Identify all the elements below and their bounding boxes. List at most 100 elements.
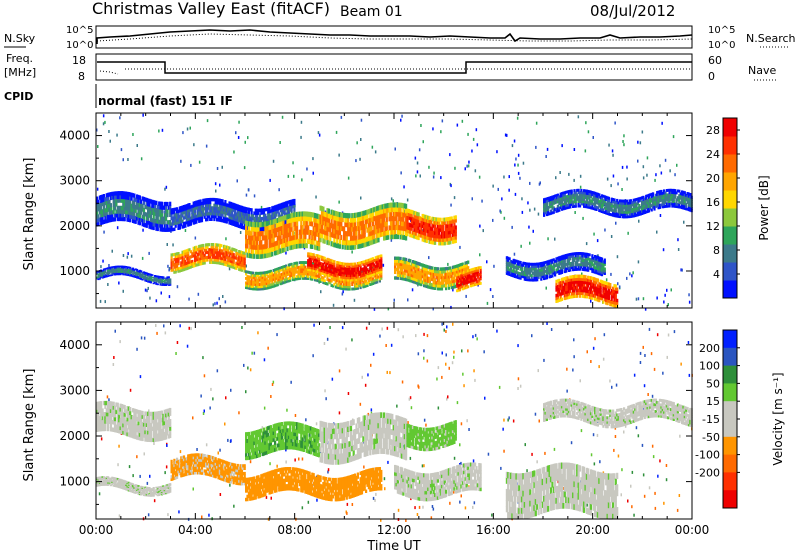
data-cell: [337, 284, 340, 287]
data-cell: [276, 276, 279, 280]
data-cell: [389, 234, 393, 240]
data-cell: [427, 271, 430, 275]
data-cell: [115, 270, 118, 272]
cpid-value: normal (fast) 151 IF: [98, 94, 233, 108]
data-cell: [187, 220, 190, 224]
data-cell: [232, 208, 235, 212]
data-cell: [325, 259, 328, 263]
data-cell: [316, 231, 319, 237]
data-cell: [428, 285, 431, 289]
noise-cell: [482, 229, 484, 233]
data-cell: [225, 248, 228, 252]
data-cell: [232, 248, 235, 252]
data-cell: [202, 256, 205, 260]
data-cell: [276, 226, 279, 232]
data-cell: [200, 251, 204, 255]
data-cell: [96, 271, 99, 273]
data-cell: [305, 277, 308, 280]
data-cell: [145, 212, 148, 217]
data-cell: [290, 262, 293, 266]
data-cell: [355, 273, 358, 277]
data-cell: [249, 284, 252, 288]
data-cell: [406, 215, 409, 220]
data-cell: [195, 245, 198, 249]
data-cell: [137, 194, 140, 200]
data-cell: [170, 268, 173, 272]
data-cell: [406, 222, 409, 227]
data-cell: [229, 264, 232, 268]
data-cell: [365, 268, 368, 272]
data-cell: [329, 261, 332, 264]
data-cell: [113, 206, 117, 211]
data-cell: [200, 244, 204, 248]
data-cell: [269, 220, 272, 226]
data-cell: [276, 222, 279, 228]
data-cell: [369, 274, 372, 277]
data-cell: [152, 282, 155, 285]
data-cell: [505, 256, 508, 260]
data-cell: [453, 222, 456, 227]
data-cell: [234, 217, 237, 221]
data-cell: [247, 277, 250, 281]
data-cell: [447, 237, 450, 242]
data-cell: [340, 262, 343, 265]
data-cell: [337, 265, 340, 269]
data-cell: [443, 221, 446, 225]
data-cell: [340, 271, 343, 274]
data-cell: [394, 211, 397, 217]
data-cell: [272, 217, 275, 221]
data-cell: [276, 244, 279, 250]
data-cell: [243, 256, 246, 260]
data-cell: [308, 268, 311, 272]
data-cell: [443, 231, 446, 236]
data-cell: [289, 263, 292, 267]
data-cell: [371, 273, 375, 276]
data-cell: [112, 198, 115, 204]
data-cell: [388, 202, 391, 208]
data-cell: [410, 279, 413, 283]
data-cell: [304, 220, 307, 226]
data-cell: [125, 191, 128, 196]
data-cell: [184, 254, 187, 258]
data-cell: [236, 224, 239, 228]
data-cell: [423, 214, 426, 219]
data-cell: [258, 231, 261, 237]
data-cell: [354, 239, 357, 245]
data-cell: [300, 270, 303, 274]
data-cell: [425, 228, 428, 233]
data-cell: [338, 212, 341, 218]
data-cell: [336, 243, 339, 249]
data-cell: [537, 267, 540, 270]
data-cell: [129, 273, 132, 276]
data-cell: [378, 270, 381, 274]
data-cell: [129, 218, 132, 223]
data-cell: [120, 272, 123, 275]
data-cell: [369, 267, 372, 271]
data-cell: [104, 276, 107, 278]
data-cell: [206, 217, 209, 222]
data-cell: [195, 217, 198, 221]
data-cell: [279, 280, 282, 283]
data-cell: [458, 286, 461, 289]
noise-cell: [513, 252, 516, 256]
data-cell: [345, 271, 348, 275]
noise-cell: [508, 188, 510, 192]
data-cell: [320, 224, 324, 230]
data-cell: [333, 237, 336, 243]
data-cell: [156, 277, 159, 280]
data-cell: [283, 215, 286, 221]
data-cell: [127, 203, 130, 208]
noise-cell: [504, 133, 507, 137]
data-cell: [298, 234, 301, 240]
data-cell: [399, 271, 402, 275]
data-cell: [240, 268, 244, 272]
data-cell: [240, 253, 244, 257]
data-cell: [396, 267, 399, 272]
data-cell: [276, 210, 279, 214]
data-cell: [249, 275, 252, 279]
data-cell: [271, 246, 274, 252]
data-cell: [398, 207, 401, 213]
data-cell: [210, 197, 213, 202]
data-cell: [435, 269, 438, 274]
data-cell: [431, 230, 434, 235]
